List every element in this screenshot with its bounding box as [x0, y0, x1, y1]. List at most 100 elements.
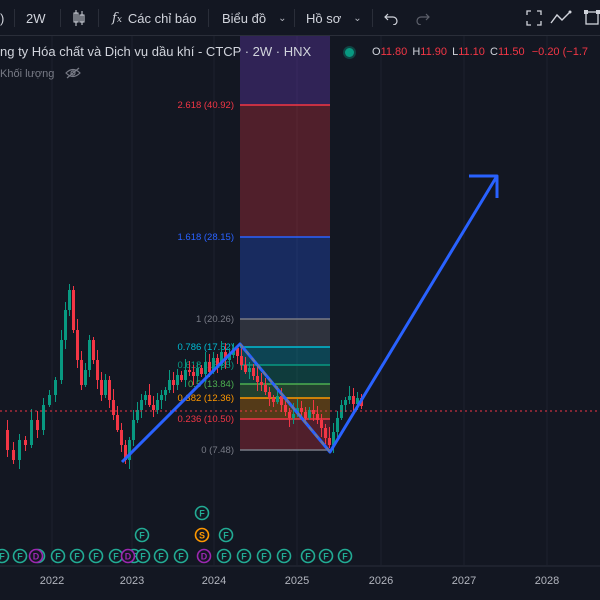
open-label: O [372, 46, 381, 58]
undo-button[interactable] [384, 0, 398, 36]
fib-zone [240, 319, 330, 347]
candle-body [216, 358, 219, 366]
toolbar-divider [208, 9, 209, 27]
fib-level-label: 0 (7.48) [201, 445, 234, 456]
chevron-down-icon: ⌄ [278, 12, 287, 24]
compare-button[interactable] [550, 0, 572, 36]
candle-body [92, 340, 95, 360]
toolbar-divider [14, 9, 15, 27]
event-marker[interactable]: F [12, 548, 28, 564]
indicators-button[interactable]: fx Các chỉ báo [112, 0, 197, 36]
event-marker[interactable]: D [28, 548, 44, 564]
candle-body [200, 368, 203, 374]
candle-body [172, 380, 175, 385]
interval-button[interactable]: 2W [26, 0, 46, 36]
candle-body [288, 412, 291, 418]
undo-icon [384, 13, 398, 25]
fib-zone [240, 36, 330, 105]
projection-drawing[interactable] [120, 174, 499, 464]
event-marker[interactable]: F [194, 505, 210, 521]
profile-menu-button[interactable]: Hồ sơ ⌄ [306, 0, 362, 36]
redo-button[interactable] [416, 0, 430, 36]
event-marker[interactable]: F [276, 548, 292, 564]
candle-body [24, 440, 27, 445]
candle-body [30, 420, 33, 445]
event-marker[interactable]: F [108, 548, 124, 564]
fib-trend-line[interactable] [239, 343, 331, 453]
symbol-button[interactable]: ) [0, 10, 5, 26]
projection-path[interactable] [120, 175, 499, 464]
time-axis-label: 2027 [452, 575, 476, 587]
candle-body [348, 396, 351, 400]
candle-body [140, 400, 143, 410]
candles-button[interactable] [72, 0, 86, 36]
screenshot-button[interactable] [584, 0, 600, 36]
svg-text:D: D [201, 552, 208, 562]
fullscreen-button[interactable] [526, 0, 542, 36]
event-marker[interactable]: F [153, 548, 169, 564]
fib-level-label: 0.382 (12.36) [177, 393, 234, 404]
event-markers: FFFFFFFFFFFFFFFFFFDDDFFSF [0, 505, 353, 564]
event-marker[interactable]: F [69, 548, 85, 564]
candle-body [136, 410, 139, 420]
time-axis-label: 2024 [202, 575, 226, 587]
candle-body [132, 420, 135, 440]
volume-legend: Khối lượng [0, 67, 82, 80]
event-marker[interactable]: F [256, 548, 272, 564]
indicators-label: Các chỉ báo [127, 10, 197, 26]
candle-body [100, 380, 103, 395]
event-marker[interactable]: F [50, 548, 66, 564]
event-marker[interactable]: F [134, 527, 150, 543]
svg-text:F: F [178, 552, 184, 562]
eye-off-icon[interactable] [65, 67, 82, 79]
candle-body [212, 358, 215, 372]
svg-text:F: F [342, 552, 348, 562]
event-marker[interactable]: F [216, 548, 232, 564]
event-marker[interactable]: F [318, 548, 334, 564]
candle-body [272, 398, 275, 402]
svg-text:F: F [158, 552, 164, 562]
candle-body [268, 392, 271, 398]
event-marker[interactable]: F [300, 548, 316, 564]
fib-level-label: 1.618 (28.15) [177, 232, 234, 243]
candle-body [42, 405, 45, 430]
fibonacci-extension[interactable]: 2.618 (40.92) 1.618 (28.15) 1 (20.26) 0.786… [177, 36, 330, 456]
price-chart[interactable]: 2.618 (40.92) 1.618 (28.15) 1 (20.26) 0.786… [0, 36, 600, 600]
event-marker[interactable]: F [236, 548, 252, 564]
candle-body [164, 390, 167, 395]
svg-text:F: F [93, 552, 99, 562]
arrow-head [469, 174, 499, 198]
candle-body [308, 410, 311, 418]
svg-text:F: F [55, 552, 61, 562]
event-marker[interactable]: D [120, 548, 136, 564]
event-marker[interactable]: F [88, 548, 104, 564]
fib-level-label: 1 (20.26) [196, 314, 234, 325]
candle-body [292, 414, 295, 418]
candle-body [144, 395, 147, 400]
volume-label: Khối lượng [0, 68, 55, 80]
event-marker[interactable]: S [194, 527, 210, 543]
candle-body [36, 420, 39, 430]
event-marker[interactable]: D [196, 548, 212, 564]
event-marker[interactable]: F [337, 548, 353, 564]
candle-body [228, 355, 231, 360]
toolbar-divider [98, 9, 99, 27]
candle-body [84, 370, 87, 385]
event-marker[interactable]: F [218, 527, 234, 543]
svg-text:F: F [323, 552, 329, 562]
candle-body [324, 428, 327, 438]
event-marker[interactable]: F [135, 548, 151, 564]
candle-body [124, 445, 127, 460]
event-marker[interactable]: F [0, 548, 10, 564]
event-marker[interactable]: F [173, 548, 189, 564]
candle-body [276, 396, 279, 402]
candle-body [248, 368, 251, 372]
price-change: −0.20 (−1.7 [531, 46, 588, 58]
candle-body [112, 400, 115, 415]
chart-menu-button[interactable]: Biểu đồ ⌄ [222, 0, 286, 36]
candle-body [192, 372, 195, 376]
svg-text:F: F [241, 552, 247, 562]
svg-text:F: F [305, 552, 311, 562]
fib-level-label: 0.5 (13.84) [188, 379, 234, 390]
svg-text:D: D [33, 552, 40, 562]
